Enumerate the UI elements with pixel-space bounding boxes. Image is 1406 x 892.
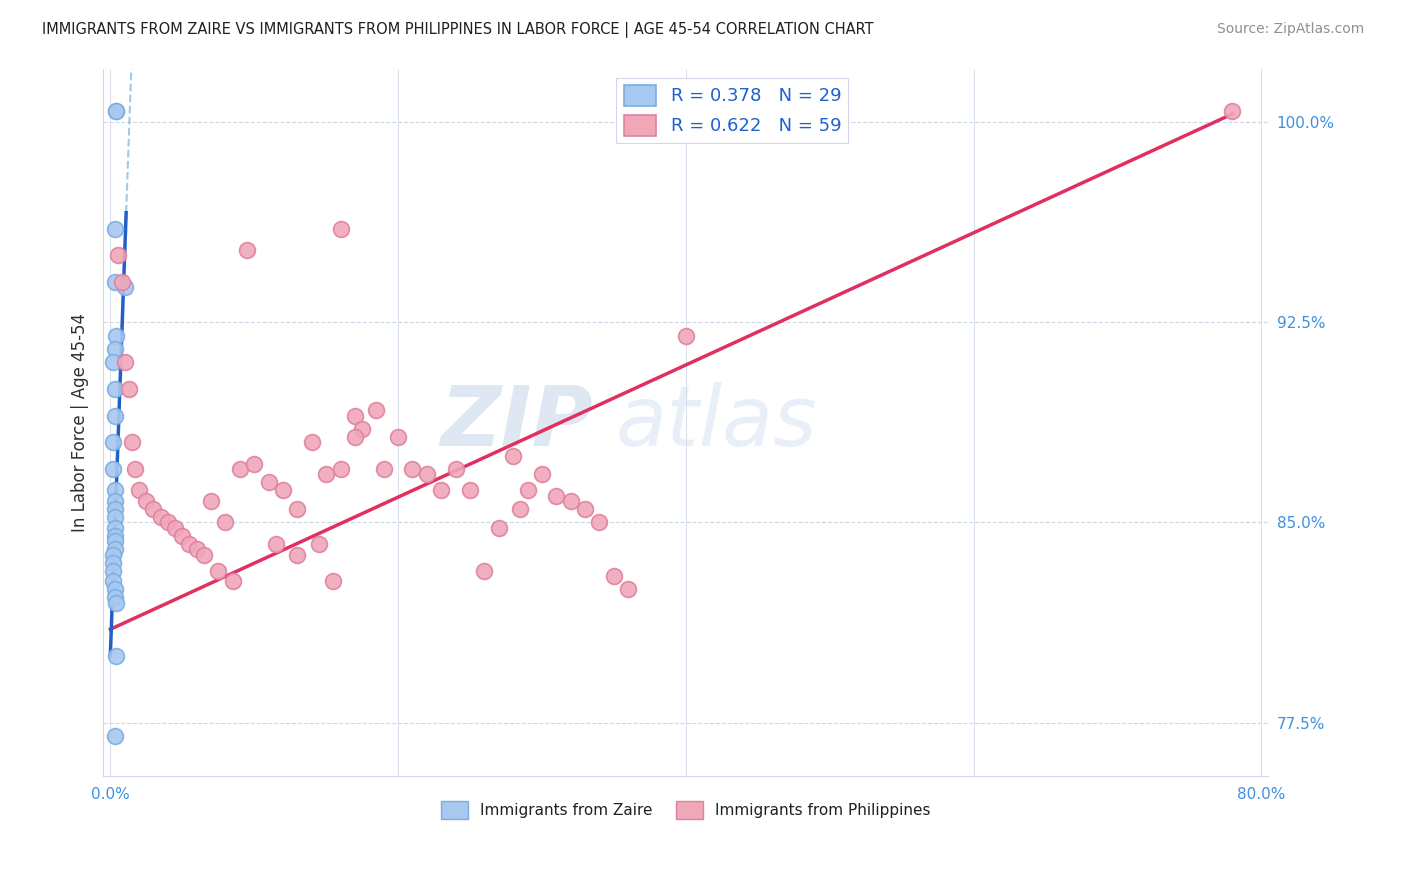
Y-axis label: In Labor Force | Age 45-54: In Labor Force | Age 45-54 — [72, 313, 89, 532]
Point — [322, 574, 344, 589]
Point — [214, 516, 236, 530]
Point — [104, 582, 127, 597]
Point — [105, 104, 128, 119]
Point — [488, 521, 510, 535]
Point — [257, 475, 280, 490]
Point — [128, 483, 150, 498]
Point — [343, 430, 366, 444]
Text: atlas: atlas — [616, 382, 817, 463]
Point — [509, 502, 531, 516]
Point — [105, 596, 128, 610]
Point — [243, 457, 266, 471]
Point — [366, 403, 388, 417]
Point — [156, 516, 179, 530]
Point — [104, 591, 127, 605]
Point — [103, 462, 125, 476]
Point — [617, 582, 640, 597]
Point — [387, 430, 409, 444]
Point — [603, 569, 626, 583]
Point — [221, 574, 243, 589]
Point — [103, 564, 125, 578]
Point — [329, 462, 352, 476]
Point — [103, 355, 125, 369]
Point — [401, 462, 423, 476]
Point — [165, 521, 187, 535]
Point — [104, 729, 127, 743]
Point — [444, 462, 467, 476]
Point — [105, 328, 128, 343]
Text: IMMIGRANTS FROM ZAIRE VS IMMIGRANTS FROM PHILIPPINES IN LABOR FORCE | AGE 45-54 : IMMIGRANTS FROM ZAIRE VS IMMIGRANTS FROM… — [42, 22, 873, 38]
Point — [373, 462, 395, 476]
Point — [118, 382, 141, 396]
Point — [124, 462, 146, 476]
Point — [105, 648, 128, 663]
Point — [285, 548, 308, 562]
Point — [105, 104, 128, 119]
Point — [104, 502, 127, 516]
Point — [329, 221, 352, 235]
Point — [103, 548, 125, 562]
Point — [104, 529, 127, 543]
Point — [104, 494, 127, 508]
Point — [104, 510, 127, 524]
Point — [546, 489, 568, 503]
Point — [315, 467, 337, 482]
Point — [104, 521, 127, 535]
Point — [114, 280, 136, 294]
Point — [264, 537, 287, 551]
Point — [236, 243, 259, 257]
Point — [430, 483, 453, 498]
Point — [285, 502, 308, 516]
Point — [207, 564, 229, 578]
Point — [474, 564, 496, 578]
Point — [343, 409, 366, 423]
Point — [271, 483, 294, 498]
Point — [142, 502, 165, 516]
Point — [416, 467, 439, 482]
Point — [458, 483, 481, 498]
Point — [104, 483, 127, 498]
Point — [530, 467, 553, 482]
Point — [172, 529, 194, 543]
Point — [675, 328, 697, 343]
Point — [103, 574, 125, 589]
Point — [179, 537, 201, 551]
Point — [104, 342, 127, 356]
Point — [111, 275, 134, 289]
Point — [574, 502, 596, 516]
Point — [104, 534, 127, 549]
Point — [104, 382, 127, 396]
Point — [560, 494, 582, 508]
Point — [352, 422, 374, 436]
Point — [200, 494, 222, 508]
Point — [516, 483, 538, 498]
Point — [103, 435, 125, 450]
Point — [193, 548, 215, 562]
Point — [1222, 104, 1244, 119]
Point — [588, 516, 610, 530]
Point — [135, 494, 157, 508]
Point — [502, 449, 524, 463]
Text: ZIP: ZIP — [440, 382, 592, 463]
Point — [121, 435, 143, 450]
Text: Source: ZipAtlas.com: Source: ZipAtlas.com — [1216, 22, 1364, 37]
Point — [229, 462, 252, 476]
Point — [114, 355, 136, 369]
Point — [104, 221, 127, 235]
Point — [149, 510, 172, 524]
Point — [104, 542, 127, 557]
Point — [103, 556, 125, 570]
Point — [107, 248, 129, 262]
Point — [186, 542, 208, 557]
Legend: Immigrants from Zaire, Immigrants from Philippines: Immigrants from Zaire, Immigrants from P… — [434, 796, 936, 825]
Point — [308, 537, 330, 551]
Point — [301, 435, 323, 450]
Point — [104, 409, 127, 423]
Point — [104, 275, 127, 289]
